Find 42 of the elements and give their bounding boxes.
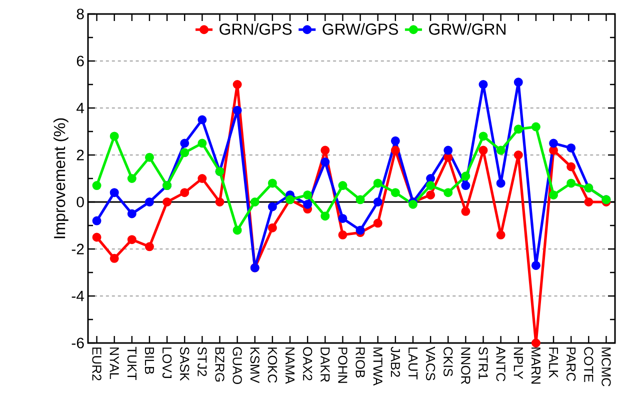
x-tick-label: LOVJ (162, 348, 172, 378)
x-tick-label: BZRG (215, 348, 224, 382)
y-tick-label: 6 (76, 56, 84, 66)
y-tick-label: -6 (72, 338, 84, 348)
x-tick-label: STR1 (478, 347, 488, 379)
x-tick-label: TUKT (127, 346, 136, 380)
x-tick-label: KSMV (250, 348, 260, 384)
x-tick-label: MCMC (602, 348, 611, 386)
x-tick-label: ANTC (496, 346, 506, 382)
x-tick-label: COTE (584, 347, 594, 382)
x-tick-label: STJ2 (198, 347, 207, 376)
x-tick-label: GUAO (232, 347, 242, 384)
x-tick-label: MARN (532, 348, 540, 384)
x-tick-label: RIOB (356, 348, 365, 378)
legend-label: GRN/GPS (220, 23, 292, 35)
x-tick-label: DAKR (320, 348, 330, 382)
x-tick-label: MTWA (373, 348, 382, 386)
x-tick-label: EUR2 (92, 348, 102, 380)
x-tick-label: BILB (145, 348, 154, 374)
y-tick-label: 2 (76, 150, 84, 160)
x-tick-label: NAMA (286, 348, 294, 384)
x-tick-label: PARC (566, 348, 576, 382)
y-tick-label: 8 (76, 8, 84, 20)
x-tick-label: KOKC (268, 348, 278, 383)
x-tick-label: JAB2 (390, 346, 400, 377)
y-tick-label: 0 (76, 196, 84, 208)
x-tick-label: CKIS (444, 347, 453, 376)
x-tick-label: POHN (338, 348, 348, 383)
x-tick-label: FALK (549, 348, 558, 378)
y-tick-label: -4 (72, 290, 84, 302)
y-tick-label: -2 (72, 244, 84, 254)
y-axis-title: Improvement (%) (53, 118, 68, 238)
legend-label: GRW/GPS (322, 23, 398, 35)
x-tick-label: NNOR (461, 348, 470, 384)
x-tick-label: LAUT (408, 348, 418, 380)
x-tick-label: SASK (180, 347, 190, 381)
y-tick-label: 4 (76, 102, 84, 114)
x-tick-label: NYAL (110, 348, 119, 379)
legend-label: GRW/GRN (429, 23, 506, 35)
x-tick-label: OAX2 (303, 347, 312, 380)
x-tick-label: VACS (426, 346, 436, 380)
x-tick-label: NPLY (514, 348, 523, 380)
